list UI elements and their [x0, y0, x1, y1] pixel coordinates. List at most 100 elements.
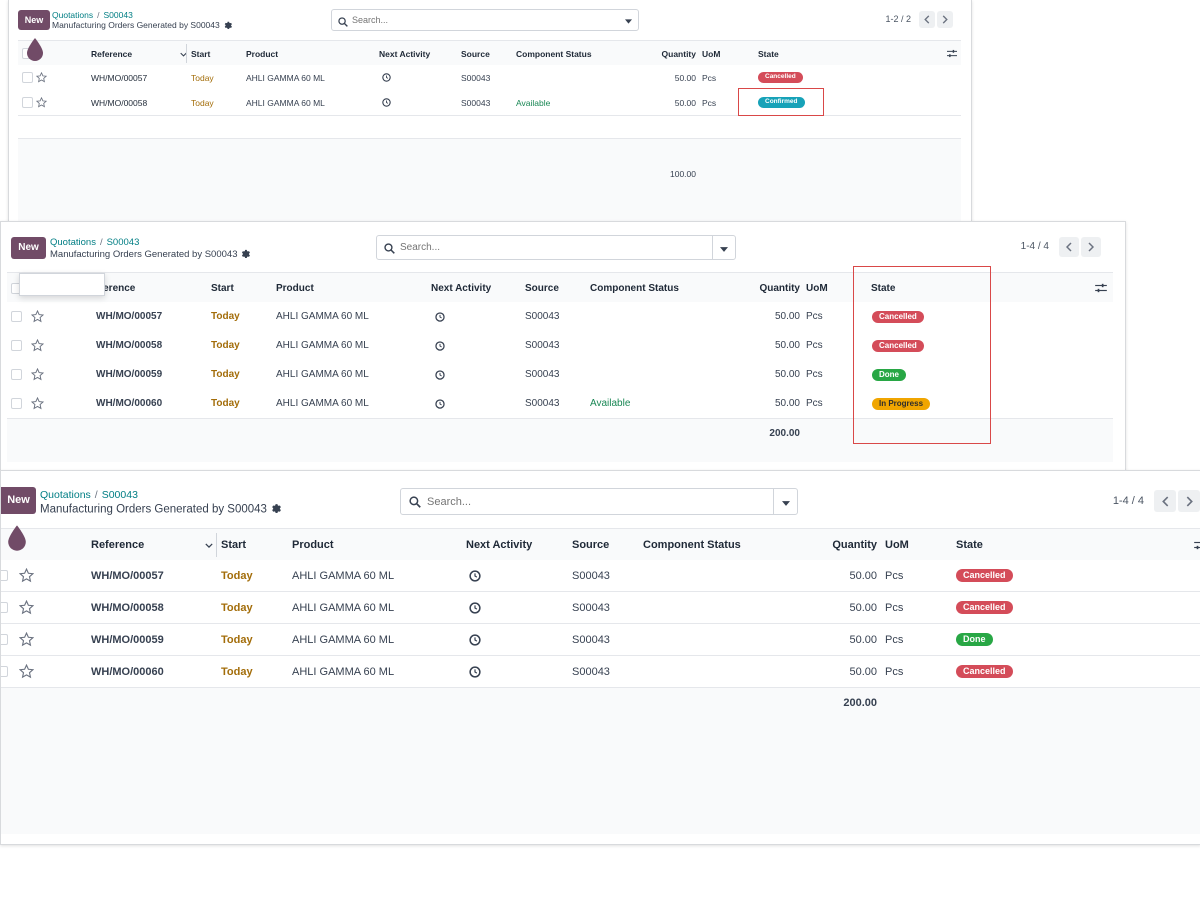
search-input[interactable]: [427, 494, 757, 510]
clock-icon[interactable]: [435, 389, 445, 418]
column-header-source[interactable]: Source: [461, 48, 490, 59]
table-row[interactable]: WH/MO/00059 Today AHLI GAMMA 60 ML S0004…: [7, 360, 1113, 390]
column-header-reference[interactable]: Reference: [91, 41, 187, 66]
search-input[interactable]: [352, 13, 602, 27]
row-checkbox[interactable]: [1, 634, 8, 645]
star-icon[interactable]: [19, 560, 34, 591]
column-header-start[interactable]: Start: [221, 539, 247, 551]
row-checkbox[interactable]: [11, 398, 22, 409]
column-header-component-status[interactable]: Component Status: [590, 282, 679, 294]
row-checkbox[interactable]: [11, 369, 22, 380]
column-header-uom[interactable]: UoM: [885, 539, 909, 551]
table-row[interactable]: WH/MO/00059 Today AHLI GAMMA 60 ML S0004…: [1, 624, 1200, 656]
star-icon[interactable]: [31, 360, 44, 389]
breadcrumb-parent-link[interactable]: Quotations: [52, 10, 94, 20]
pager-value[interactable]: 1-2 / 2: [885, 14, 911, 24]
column-resize-handle[interactable]: [186, 44, 187, 63]
star-icon[interactable]: [31, 331, 44, 360]
breadcrumb-current-link[interactable]: S00043: [103, 10, 133, 20]
table-row[interactable]: WH/MO/00057 Today AHLI GAMMA 60 ML S0004…: [18, 65, 961, 91]
pager-value[interactable]: 1-4 / 4: [1020, 241, 1049, 252]
clock-icon[interactable]: [469, 656, 481, 687]
row-checkbox[interactable]: [1, 666, 8, 677]
column-header-uom[interactable]: UoM: [702, 48, 721, 59]
table-row[interactable]: WH/MO/00060 Today AHLI GAMMA 60 ML S0004…: [7, 389, 1113, 419]
gear-icon[interactable]: [223, 20, 232, 31]
column-header-start[interactable]: Start: [191, 48, 211, 59]
table-row[interactable]: WH/MO/00058 Today AHLI GAMMA 60 ML S0004…: [1, 592, 1200, 624]
column-header-source[interactable]: Source: [525, 282, 559, 294]
column-header-component-status[interactable]: Component Status: [516, 48, 592, 59]
clock-icon[interactable]: [435, 331, 445, 360]
breadcrumb-current-link[interactable]: S00043: [101, 489, 138, 501]
clock-icon[interactable]: [469, 560, 481, 591]
column-header-product[interactable]: Product: [292, 539, 334, 551]
search-dropdown-toggle[interactable]: [773, 489, 797, 514]
star-icon[interactable]: [31, 389, 44, 418]
chevron-right-icon[interactable]: [1081, 236, 1101, 257]
column-header-quantity[interactable]: Quantity: [661, 48, 696, 59]
column-header-product[interactable]: Product: [246, 48, 279, 59]
column-header-reference[interactable]: Reference: [91, 529, 213, 561]
table-row[interactable]: WH/MO/00057 Today AHLI GAMMA 60 ML S0004…: [1, 560, 1200, 592]
row-checkbox[interactable]: [11, 311, 22, 322]
row-checkbox[interactable]: [22, 97, 33, 108]
column-header-state[interactable]: State: [956, 539, 983, 551]
search-dropdown-toggle[interactable]: [618, 10, 638, 30]
row-checkbox[interactable]: [22, 72, 33, 83]
gear-icon[interactable]: [270, 502, 281, 517]
search-dropdown-toggle[interactable]: [712, 236, 735, 259]
clock-icon[interactable]: [435, 360, 445, 389]
column-header-state[interactable]: State: [758, 48, 779, 59]
row-checkbox[interactable]: [11, 340, 22, 351]
search-icon[interactable]: [409, 495, 421, 513]
chevron-right-icon[interactable]: [937, 10, 953, 28]
star-icon[interactable]: [31, 302, 44, 331]
chevron-left-icon[interactable]: [1059, 236, 1079, 257]
pager-value[interactable]: 1-4 / 4: [1112, 495, 1144, 507]
table-row[interactable]: WH/MO/00058 Today AHLI GAMMA 60 ML S0004…: [18, 90, 961, 116]
clock-icon[interactable]: [469, 592, 481, 623]
sliders-icon[interactable]: [1194, 529, 1200, 561]
breadcrumb-parent-link[interactable]: Quotations: [40, 489, 91, 501]
star-icon[interactable]: [36, 65, 47, 90]
chevron-left-icon[interactable]: [1154, 490, 1176, 512]
column-header-quantity[interactable]: Quantity: [759, 282, 800, 294]
new-button[interactable]: New: [1, 487, 36, 514]
search-icon[interactable]: [384, 241, 395, 259]
table-row[interactable]: WH/MO/00060 Today AHLI GAMMA 60 ML S0004…: [1, 656, 1200, 688]
column-header-product[interactable]: Product: [276, 282, 314, 294]
row-checkbox[interactable]: [1, 570, 8, 581]
breadcrumb-parent-link[interactable]: Quotations: [50, 237, 96, 248]
column-resize-handle[interactable]: [216, 533, 217, 557]
column-header-next-activity[interactable]: Next Activity: [466, 539, 533, 551]
search-input[interactable]: [400, 240, 700, 255]
star-icon[interactable]: [36, 90, 47, 115]
star-icon[interactable]: [19, 592, 34, 623]
sliders-icon[interactable]: [947, 41, 957, 66]
column-header-uom[interactable]: UoM: [806, 282, 828, 294]
column-header-state[interactable]: State: [871, 282, 896, 294]
chevron-right-icon[interactable]: [1178, 490, 1200, 512]
clock-icon[interactable]: [435, 302, 445, 331]
new-button[interactable]: New: [11, 237, 46, 259]
column-header-quantity[interactable]: Quantity: [832, 539, 877, 551]
search-icon[interactable]: [338, 14, 348, 32]
star-icon[interactable]: [19, 624, 34, 655]
sliders-icon[interactable]: [1095, 273, 1107, 303]
column-header-start[interactable]: Start: [211, 282, 234, 294]
new-button[interactable]: New: [18, 10, 50, 30]
chevron-left-icon[interactable]: [919, 10, 935, 28]
star-icon[interactable]: [19, 656, 34, 687]
breadcrumb-current-link[interactable]: S00043: [106, 237, 140, 248]
column-header-reference[interactable]: Reference: [87, 282, 136, 294]
column-header-component-status[interactable]: Component Status: [643, 539, 741, 551]
gear-icon[interactable]: [240, 248, 251, 261]
column-header-next-activity[interactable]: Next Activity: [431, 282, 492, 294]
column-header-next-activity[interactable]: Next Activity: [379, 48, 431, 59]
clock-icon[interactable]: [382, 65, 391, 90]
clock-icon[interactable]: [382, 90, 391, 115]
column-header-source[interactable]: Source: [572, 539, 610, 551]
clock-icon[interactable]: [469, 624, 481, 655]
row-checkbox[interactable]: [1, 602, 8, 613]
